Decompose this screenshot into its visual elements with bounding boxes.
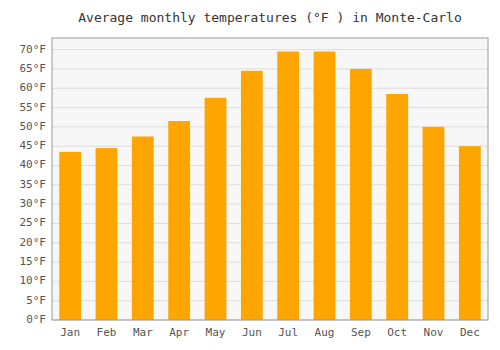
x-tick-label: May (206, 326, 226, 339)
bar (386, 94, 408, 320)
y-tick-label: 65°F (20, 62, 47, 75)
bar (205, 98, 227, 320)
y-tick-label: 5°F (26, 294, 46, 307)
y-tick-label: 10°F (20, 274, 47, 287)
grid-line (52, 68, 488, 69)
bar (132, 137, 154, 320)
x-tick-label: Aug (315, 326, 335, 339)
x-tick-label: Apr (169, 326, 189, 339)
x-tick-label: Jul (278, 326, 298, 339)
y-tick-label: 55°F (20, 101, 47, 114)
y-axis: 0°F 5°F 10°F 15°F 20°F 25°F 30°F 35°F 40°F 45°F 50… (20, 43, 47, 326)
y-tick-label: 40°F (20, 158, 47, 171)
y-tick-label: 25°F (20, 216, 47, 229)
y-tick-label: 30°F (20, 197, 47, 210)
x-tick-label: Nov (424, 326, 444, 339)
bar (350, 69, 372, 320)
y-tick-label: 45°F (20, 139, 47, 152)
bars (59, 52, 480, 320)
y-tick-label: 35°F (20, 178, 47, 191)
bar (59, 152, 81, 320)
y-tick-label: 60°F (20, 81, 47, 94)
bar (459, 146, 481, 320)
x-tick-label: Mar (133, 326, 153, 339)
y-tick-label: 0°F (26, 313, 46, 326)
bar (277, 52, 299, 320)
grid-line (52, 88, 488, 89)
chart: 0°F 5°F 10°F 15°F 20°F 25°F 30°F 35°F 40°F 45°F 50… (0, 0, 500, 350)
title: Average monthly temperatures (°F ) in Mo… (78, 10, 462, 25)
grid-line (52, 107, 488, 108)
x-tick-label: Oct (387, 326, 407, 339)
y-tick-label: 50°F (20, 120, 47, 133)
y-tick-label: 20°F (20, 236, 47, 249)
grid (52, 50, 488, 320)
plot-area (52, 38, 488, 320)
y-tick-label: 15°F (20, 255, 47, 268)
bar (241, 71, 263, 320)
x-tick-label: Jan (60, 326, 80, 339)
page: {"chart_data": {"type": "bar", "title": … (0, 0, 500, 350)
x-axis: Jan Feb Mar Apr May Jun Jul Aug Sep Oct Nov Dec (60, 326, 480, 339)
plot-frame (52, 38, 488, 320)
bar (96, 148, 118, 320)
bar (168, 121, 190, 320)
bar (423, 127, 445, 320)
x-tick-label: Dec (460, 326, 480, 339)
bar (314, 52, 336, 320)
x-tick-label: Sep (351, 326, 371, 339)
grid-line (52, 49, 488, 50)
y-tick-label: 70°F (20, 43, 47, 56)
x-tick-label: Feb (97, 326, 117, 339)
x-tick-label: Jun (242, 326, 262, 339)
